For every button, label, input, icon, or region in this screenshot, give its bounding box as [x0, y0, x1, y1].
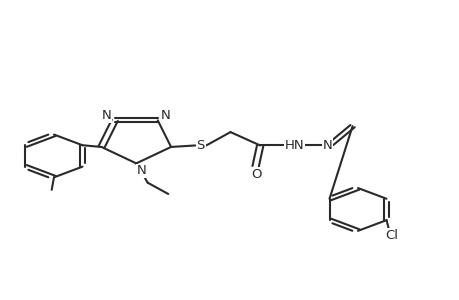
Text: S: S: [196, 139, 205, 152]
Text: N: N: [161, 110, 170, 122]
Text: Cl: Cl: [385, 229, 397, 242]
Text: N: N: [101, 110, 111, 122]
Text: N: N: [322, 139, 331, 152]
Text: O: O: [250, 168, 261, 181]
Text: N: N: [137, 164, 146, 177]
Text: HN: HN: [284, 139, 304, 152]
